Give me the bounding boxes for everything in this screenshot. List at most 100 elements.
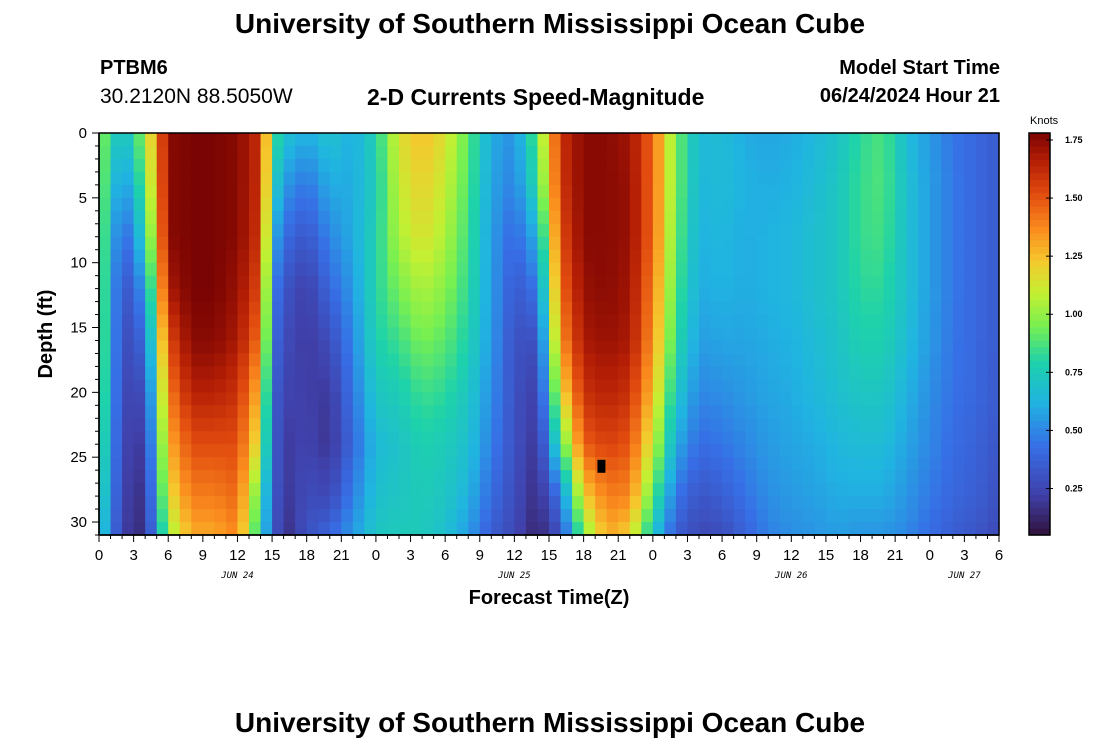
heatmap-cell (468, 431, 481, 445)
heatmap-cell (133, 249, 146, 264)
heatmap-cell (514, 314, 527, 329)
heatmap-cell (745, 210, 758, 225)
heatmap-cell (699, 392, 712, 406)
heatmap-cell (456, 197, 469, 212)
heatmap-cell (456, 236, 469, 251)
heatmap-cell (514, 522, 527, 536)
heatmap-cell (825, 327, 839, 342)
heatmap-cell (168, 431, 181, 445)
heatmap-cell (791, 158, 804, 173)
heatmap-cell (664, 483, 677, 497)
heatmap-cell (456, 366, 469, 380)
heatmap-cell (837, 262, 850, 277)
colorbar-tick-label: 0.50 (1065, 425, 1083, 435)
heatmap-cell (849, 431, 862, 445)
heatmap-cell (975, 314, 989, 329)
heatmap-cell (745, 275, 758, 290)
heatmap-cell (502, 301, 515, 316)
heatmap-cell (133, 223, 146, 238)
heatmap-cell (606, 145, 619, 160)
heatmap-cell (341, 405, 354, 419)
heatmap-cell (745, 392, 758, 406)
heatmap-cell (456, 405, 469, 419)
heatmap-cell (560, 366, 573, 380)
heatmap-cell (479, 275, 492, 290)
heatmap-cell (168, 418, 181, 432)
heatmap-cell (699, 483, 712, 497)
heatmap-cell (110, 509, 123, 523)
heatmap-cell (260, 353, 273, 368)
heatmap-cell (849, 288, 862, 303)
heatmap-cell (779, 457, 792, 471)
heatmap-cell (225, 197, 239, 212)
heatmap-cell (941, 340, 954, 355)
heatmap-cell (191, 457, 204, 471)
heatmap-cell (952, 444, 965, 458)
heatmap-cell (618, 379, 631, 393)
heatmap-cell (341, 210, 354, 225)
heatmap-cell (779, 366, 792, 380)
heatmap-cell (479, 496, 492, 510)
heatmap-cell (779, 418, 792, 432)
heatmap-cell (341, 327, 354, 342)
heatmap-cell (687, 457, 700, 471)
heatmap-cell (422, 496, 435, 510)
heatmap-cell (156, 457, 169, 471)
heatmap-cell (295, 236, 308, 251)
heatmap-cell (237, 483, 250, 497)
heatmap-cell (756, 431, 769, 445)
heatmap-cell (99, 405, 112, 419)
heatmap-cell (849, 223, 862, 238)
heatmap-cell (802, 405, 815, 419)
heatmap-cell (906, 522, 919, 536)
heatmap-cell (341, 314, 354, 329)
heatmap-cell (514, 236, 527, 251)
heatmap-cell (433, 522, 446, 536)
heatmap-cell (387, 301, 400, 316)
heatmap-cell (964, 197, 977, 212)
heatmap-cell (502, 249, 515, 264)
heatmap-cell (710, 522, 723, 536)
heatmap-cell (502, 379, 515, 393)
heatmap-cell (249, 405, 262, 419)
heatmap-cell (306, 210, 319, 225)
heatmap-cell (710, 133, 723, 147)
heatmap-cell (491, 470, 504, 484)
heatmap-cell (502, 509, 515, 523)
heatmap-cell (260, 392, 273, 406)
heatmap-cell (283, 366, 296, 380)
heatmap-cell (179, 418, 192, 432)
heatmap-cell (675, 366, 689, 380)
heatmap-cell (491, 275, 504, 290)
heatmap-cell (445, 210, 458, 225)
heatmap-cell (837, 392, 850, 406)
heatmap-cell (479, 366, 492, 380)
heatmap-cell (814, 288, 827, 303)
heatmap-cell (225, 327, 239, 342)
heatmap-cell (283, 327, 296, 342)
heatmap-cell (387, 509, 400, 523)
heatmap-cell (295, 444, 308, 458)
heatmap-cell (283, 301, 296, 316)
heatmap-cell (860, 444, 873, 458)
heatmap-cell (860, 483, 873, 497)
heatmap-cell (964, 509, 977, 523)
heatmap-cell (814, 366, 827, 380)
heatmap-cell (618, 171, 631, 186)
heatmap-cell (745, 470, 758, 484)
heatmap-cell (710, 444, 723, 458)
heatmap-cell (710, 210, 723, 225)
heatmap-cell (952, 301, 965, 316)
heatmap-cell (710, 353, 723, 368)
heatmap-cell (699, 353, 712, 368)
heatmap-cell (514, 418, 527, 432)
heatmap-cell (975, 210, 989, 225)
heatmap-cell (145, 379, 158, 393)
heatmap-cell (99, 184, 112, 199)
heatmap-cell (606, 158, 619, 173)
heatmap-cell (629, 171, 642, 186)
heatmap-cell (99, 327, 112, 342)
heatmap-cell (641, 457, 654, 471)
heatmap-cell (652, 133, 665, 147)
heatmap-cell (306, 275, 319, 290)
